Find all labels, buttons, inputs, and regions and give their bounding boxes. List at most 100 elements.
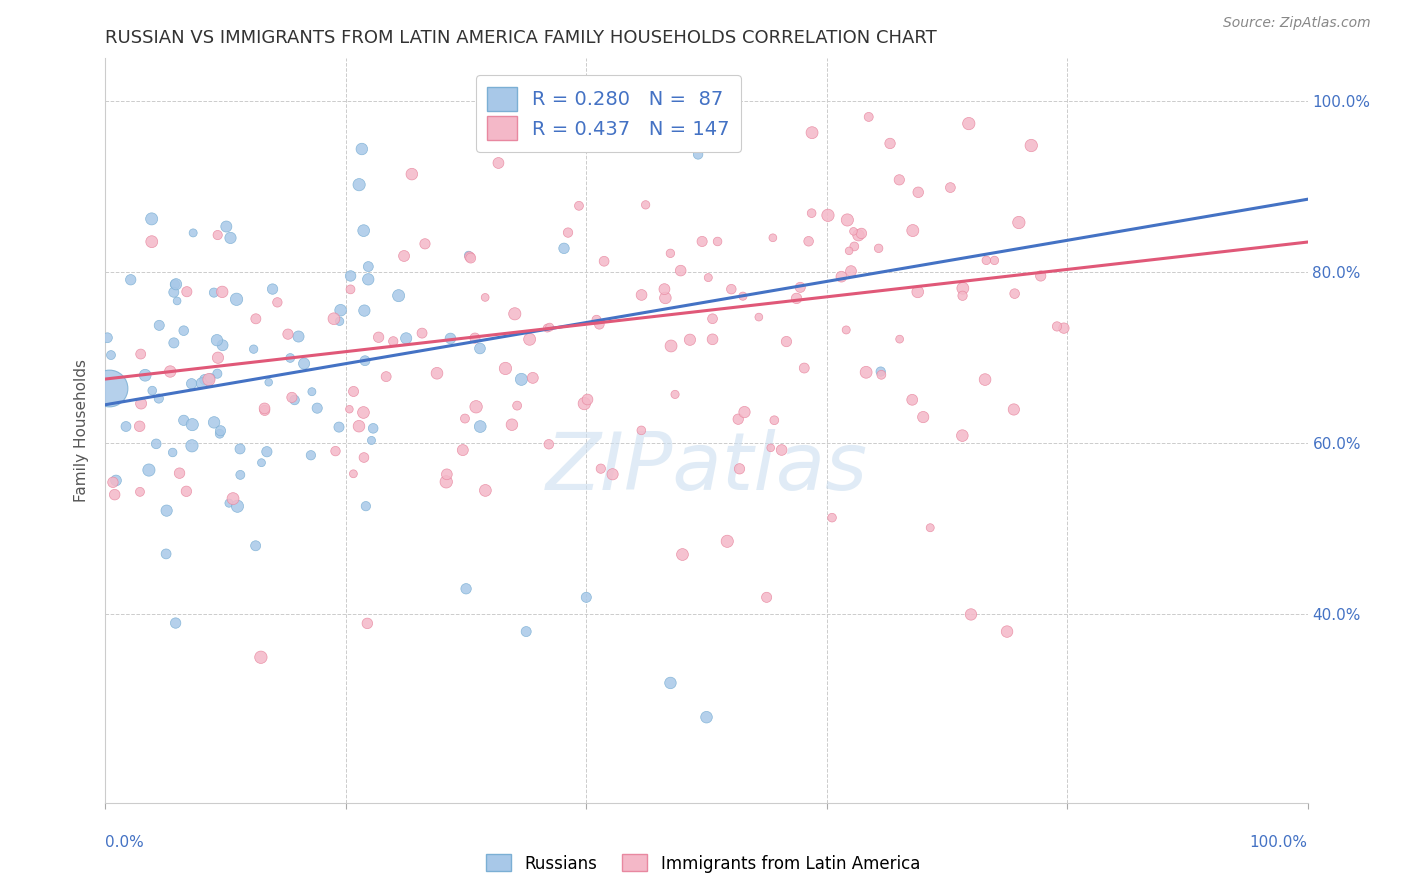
Point <box>851 227 873 241</box>
Point <box>229 467 252 482</box>
Point <box>197 373 219 387</box>
Point <box>451 443 474 458</box>
Point <box>952 289 974 303</box>
Point <box>148 318 170 333</box>
Text: ZIPatlas: ZIPatlas <box>546 429 868 507</box>
Point <box>800 206 823 220</box>
Point <box>690 235 713 249</box>
Point <box>696 710 718 724</box>
Point <box>98 381 121 395</box>
Point <box>229 442 252 456</box>
Point <box>976 253 998 268</box>
Point <box>226 500 249 514</box>
Y-axis label: Family Households: Family Households <box>75 359 90 502</box>
Point <box>755 591 778 605</box>
Point <box>138 463 160 477</box>
Legend: R = 0.280   N =  87, R = 0.437   N = 147: R = 0.280 N = 87, R = 0.437 N = 147 <box>475 75 741 152</box>
Point <box>503 307 526 321</box>
Point <box>342 384 364 399</box>
Point <box>180 376 202 391</box>
Point <box>671 548 693 562</box>
Point <box>100 348 122 362</box>
Point <box>950 428 973 442</box>
Point <box>208 426 231 441</box>
Point <box>388 288 411 302</box>
Point <box>328 420 350 434</box>
Point <box>169 466 191 480</box>
Point <box>1008 215 1031 229</box>
Point <box>585 313 607 327</box>
Point <box>589 461 612 475</box>
Point <box>974 373 997 387</box>
Point <box>198 372 221 386</box>
Point <box>257 376 280 390</box>
Point <box>759 441 782 455</box>
Point <box>202 416 225 430</box>
Point <box>889 332 911 346</box>
Point <box>401 167 423 181</box>
Point <box>793 361 815 376</box>
Point <box>835 323 858 337</box>
Point <box>995 624 1018 639</box>
Text: 0.0%: 0.0% <box>105 836 145 850</box>
Point <box>181 417 204 432</box>
Point <box>128 419 150 434</box>
Point <box>830 269 852 284</box>
Point <box>207 228 229 243</box>
Point <box>821 510 844 524</box>
Point <box>141 384 163 398</box>
Point <box>219 231 242 245</box>
Point <box>165 277 187 292</box>
Point <box>889 173 911 187</box>
Point <box>706 235 728 249</box>
Point <box>434 475 457 489</box>
Point <box>101 475 124 490</box>
Point <box>96 331 118 345</box>
Point <box>307 401 329 416</box>
Point <box>957 117 980 131</box>
Point <box>141 235 163 249</box>
Point <box>855 365 877 379</box>
Point <box>284 392 307 407</box>
Point <box>181 439 204 453</box>
Point <box>339 282 361 296</box>
Point <box>395 331 418 345</box>
Point <box>952 281 974 295</box>
Point <box>983 253 1005 268</box>
Point <box>697 270 720 285</box>
Point <box>205 333 228 347</box>
Point <box>356 616 378 631</box>
Point <box>506 399 529 413</box>
Point <box>460 251 482 265</box>
Point <box>879 136 901 151</box>
Point <box>465 400 488 414</box>
Point <box>574 396 596 410</box>
Point <box>141 211 163 226</box>
Point <box>502 110 524 124</box>
Point <box>342 467 364 481</box>
Point <box>464 331 486 345</box>
Point <box>588 318 610 332</box>
Point <box>367 330 389 344</box>
Point <box>129 347 152 361</box>
Point <box>105 474 128 488</box>
Point <box>939 180 962 194</box>
Point <box>844 239 866 253</box>
Point <box>426 366 449 380</box>
Text: RUSSIAN VS IMMIGRANTS FROM LATIN AMERICA FAMILY HOUSEHOLDS CORRELATION CHART: RUSSIAN VS IMMIGRANTS FROM LATIN AMERICA… <box>105 29 938 46</box>
Point <box>454 582 477 596</box>
Point <box>720 282 742 296</box>
Point <box>145 437 167 451</box>
Point <box>870 368 893 382</box>
Point <box>245 311 267 326</box>
Point <box>457 248 479 262</box>
Point <box>837 213 859 227</box>
Point <box>190 376 212 391</box>
Point <box>353 224 375 238</box>
Point <box>537 437 560 451</box>
Point <box>727 412 749 426</box>
Point <box>630 423 652 437</box>
Point <box>495 361 517 376</box>
Point <box>688 147 710 161</box>
Point <box>262 282 284 296</box>
